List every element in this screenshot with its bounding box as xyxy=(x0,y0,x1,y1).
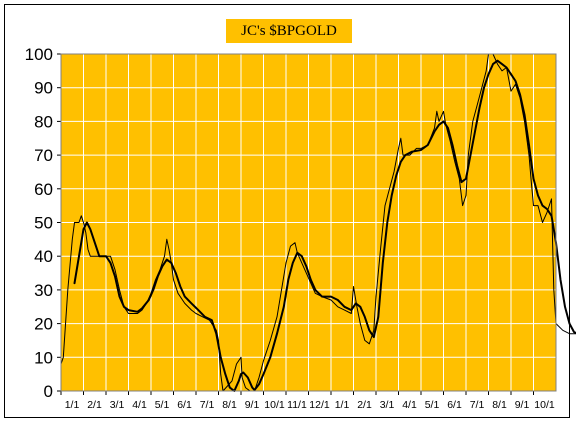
y-tick-label: 50 xyxy=(34,214,53,233)
x-tick-label: 1/1 xyxy=(65,399,80,411)
x-tick-label: 7/1 xyxy=(200,399,215,411)
x-axis: 1/1 2/1 3/1 4/1 5/1 6/1 7/1 8/1 9/1 10/1 11/1 12/1 1… xyxy=(60,391,555,411)
x-tick-label: 3/1 xyxy=(110,399,125,411)
y-tick-label: 70 xyxy=(34,146,53,165)
y-axis: 0 10 20 30 40 50 60 70 80 90 100 xyxy=(25,45,61,401)
x-tick-label: 10/1 xyxy=(534,399,555,411)
x-tick-label: 6/1 xyxy=(177,399,192,411)
y-tick-label: 0 xyxy=(44,382,53,401)
x-tick-label: 2/1 xyxy=(87,399,102,411)
x-tick-label: 2/1 xyxy=(357,399,372,411)
plot-border xyxy=(60,53,557,392)
chart-title-text: JC's $BPGOLD xyxy=(241,22,337,39)
x-tick-label: 11/1 xyxy=(287,399,307,411)
x-tick-label: 5/1 xyxy=(155,399,170,411)
x-tick-label: 8/1 xyxy=(492,399,507,411)
series-line-smoothed xyxy=(73,59,576,392)
y-tick-label: 80 xyxy=(34,112,53,131)
y-tick-label: 100 xyxy=(25,45,53,64)
y-tick-label: 20 xyxy=(34,315,53,334)
x-tick-label: 4/1 xyxy=(402,399,417,411)
y-tick-label: 10 xyxy=(34,348,53,367)
chart-title: JC's $BPGOLD xyxy=(226,19,352,43)
x-tick-label: 3/1 xyxy=(380,399,395,411)
x-tick-label: 5/1 xyxy=(425,399,440,411)
x-tick-label: 12/1 xyxy=(309,399,330,411)
x-tick-label: 8/1 xyxy=(222,399,237,411)
y-tick-label: 60 xyxy=(34,180,53,199)
x-tick-label: 9/1 xyxy=(515,399,530,411)
y-tick-label: 30 xyxy=(34,281,53,300)
x-tick-label: 9/1 xyxy=(245,399,260,411)
x-tick-label: 6/1 xyxy=(447,399,462,411)
x-tick-label: 1/1 xyxy=(335,399,350,411)
y-tick-label: 90 xyxy=(34,79,53,98)
x-tick-label: 10/1 xyxy=(264,399,285,411)
y-tick-label: 40 xyxy=(34,247,53,266)
x-tick-label: 4/1 xyxy=(132,399,147,411)
x-tick-label: 7/1 xyxy=(470,399,485,411)
